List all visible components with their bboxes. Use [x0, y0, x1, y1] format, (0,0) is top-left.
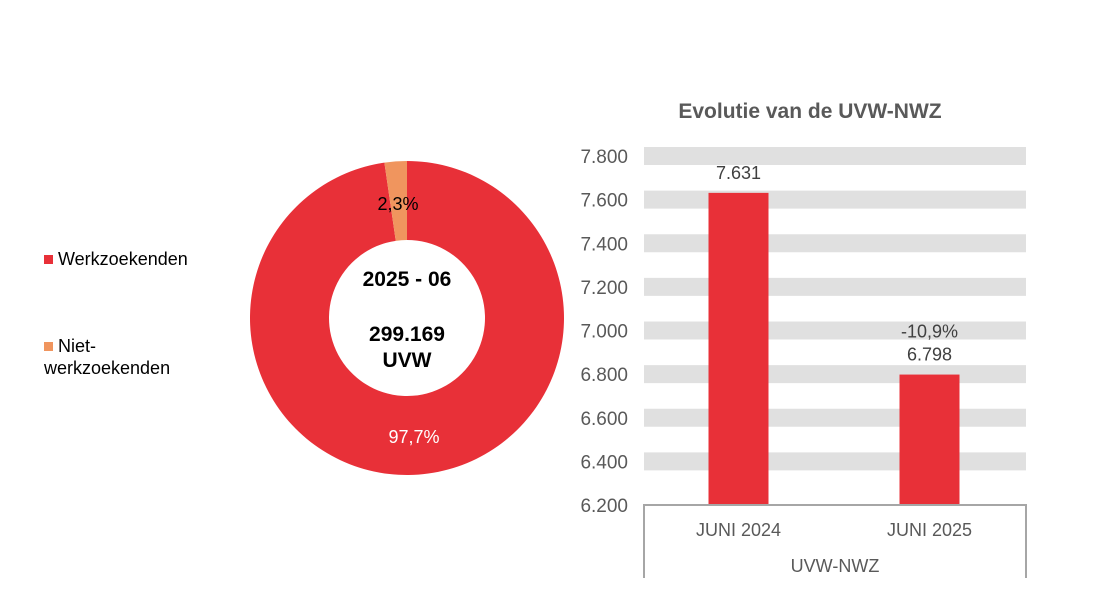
y-tick-label: 6.200	[580, 496, 628, 517]
grid-band	[644, 365, 1026, 384]
grid-band	[644, 408, 1026, 427]
bar-juni-2024	[708, 192, 769, 505]
legend-label: Werkzoekenden	[58, 249, 188, 269]
donut-chart: 97,7% 2,3%	[250, 161, 565, 476]
bar-juni-2025	[899, 374, 960, 505]
y-tick-label: 6.400	[580, 452, 628, 473]
legend-swatch	[44, 342, 53, 351]
grid-band	[644, 321, 1026, 340]
x-axis	[643, 504, 1027, 578]
donut-slice-werkzoekenden	[250, 161, 565, 476]
data-label: 2,3%	[377, 194, 418, 214]
legend-item-niet-werkzoekenden: Niet- werkzoekenden	[44, 335, 170, 379]
legend-label: Niet-	[58, 336, 97, 356]
donut-slice-niet-werkzoekenden	[384, 161, 407, 241]
y-tick-label: 6.600	[580, 409, 628, 430]
grid-band	[644, 452, 1026, 471]
grid-band	[644, 277, 1026, 296]
grid-band	[644, 147, 1026, 165]
bar-chart: 6.200 6.400 6.600 6.800 7.000 7.200 7.400 7.600…	[580, 147, 1027, 578]
grid-band	[644, 190, 1026, 209]
x-group-label: UVW-NWZ	[791, 556, 880, 576]
y-tick-label: 7.400	[580, 234, 628, 255]
grid-band	[644, 234, 1026, 253]
x-tick-label: JUNI 2025	[887, 520, 972, 540]
y-tick-label: 7.600	[580, 191, 628, 212]
data-label: 7.631	[716, 163, 761, 183]
donut-center-period: 2025 - 06	[362, 268, 452, 291]
legend-item-werkzoekenden: Werkzoekenden	[44, 248, 188, 270]
legend-swatch	[44, 255, 53, 264]
data-label: 6.798	[907, 345, 952, 365]
bar-chart-title: Evolutie van de UVW-NWZ	[678, 100, 942, 123]
x-tick-label: JUNI 2024	[696, 520, 781, 540]
change-label: -10,9%	[901, 322, 958, 342]
donut-center-unit: UVW	[382, 349, 432, 372]
legend-label-cont: werkzoekenden	[44, 358, 171, 378]
y-tick-label: 7.200	[580, 278, 628, 299]
y-tick-label: 7.000	[580, 322, 628, 343]
y-tick-label: 7.800	[580, 147, 628, 168]
donut-center-total: 299.169	[369, 323, 445, 346]
data-label: 97,7%	[388, 427, 439, 447]
y-tick-label: 6.800	[580, 365, 628, 386]
